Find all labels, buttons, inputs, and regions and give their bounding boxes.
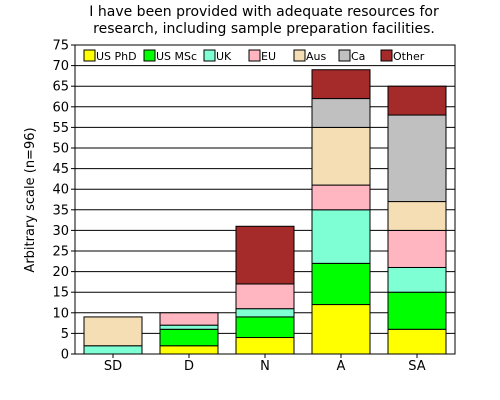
y-tick-label: 55 [52,121,69,136]
bar-segment-n-other [235,225,295,285]
plot-frame [74,44,456,355]
y-tick-label: 10 [52,306,69,321]
chart-title-line-1: I have been provided with adequate resou… [89,4,439,20]
bar-segment-sa-aus [387,201,447,231]
legend: US PhD US MSc UK EU Aus Ca Other [83,49,425,63]
bar-segment-d-us-phd [159,345,219,355]
category-labels: SD D N A SA [104,354,426,374]
chart-title-line-2: research, including sample preparation f… [93,21,435,37]
bar-segment-a-ca [311,98,371,128]
bar-segment-sa-us-phd [387,328,447,355]
bar-segment-sa-us-msc [387,291,447,330]
legend-swatch-other [380,49,393,62]
y-tick-label: 35 [52,203,69,218]
y-tick-label: 15 [52,286,69,301]
bar-segment-n-us-phd [235,337,295,355]
legend-label-ca: Ca [351,50,365,63]
bar-segment-a-uk [311,209,371,264]
y-tick-label: 20 [52,265,69,280]
category-label-n: N [260,359,270,374]
legend-label-other: Other [393,50,425,63]
y-tick-label: 45 [52,162,69,177]
legend-swatch-ca [338,49,351,62]
bar-segment-a-us-msc [311,262,371,306]
y-tick-label: 65 [52,80,69,95]
bar-segment-sd-uk [83,345,143,355]
y-tick-label: 70 [52,59,69,74]
legend-swatch-aus [293,49,306,62]
legend-swatch-us-msc [143,49,156,62]
y-tick-labels: 0 5 10 15 20 25 30 35 40 45 50 55 60 65 70 75 [52,39,69,363]
bars [83,69,447,355]
legend-label-us-msc: US MSc [156,50,197,63]
bar-segment-sa-eu [387,229,447,268]
bar-segment-a-us-phd [311,304,371,355]
bar-segment-d-eu [159,312,219,326]
y-tick-label: 25 [52,245,69,260]
legend-label-us-phd: US PhD [96,50,137,63]
bar-segment-d-uk [159,324,219,330]
legend-label-uk: UK [216,50,232,63]
category-label-sd: SD [104,359,122,374]
legend-swatch-us-phd [83,49,96,62]
y-tick-label: 40 [52,183,69,198]
y-tick-label: 50 [52,142,69,157]
bar-segment-a-aus [311,126,371,186]
bar-segment-n-eu [235,283,295,310]
legend-swatch-uk [203,49,216,62]
bar-segment-a-other [311,69,371,100]
legend-label-eu: EU [261,50,276,63]
category-label-d: D [184,359,194,374]
category-label-a: A [337,359,346,374]
bar-segment-n-us-msc [235,316,295,339]
bar-segment-sd-aus [83,316,143,347]
category-label-sa: SA [408,359,425,374]
bar-segment-sa-other [387,85,447,116]
bar-segment-sa-uk [387,266,447,293]
y-axis-label: Arbitrary scale (n=96) [23,127,38,272]
y-tick-label: 0 [61,348,69,363]
legend-swatch-eu [248,49,261,62]
y-tick-label: 75 [52,39,69,54]
legend-label-aus: Aus [306,50,326,63]
bar-segment-a-eu [311,184,371,211]
bar-segment-sa-ca [387,114,447,203]
y-tick-label: 5 [61,327,69,342]
y-tick-label: 60 [52,100,69,115]
bar-segment-n-uk [235,308,295,318]
bar-segment-d-us-msc [159,328,219,347]
y-tick-label: 30 [52,224,69,239]
